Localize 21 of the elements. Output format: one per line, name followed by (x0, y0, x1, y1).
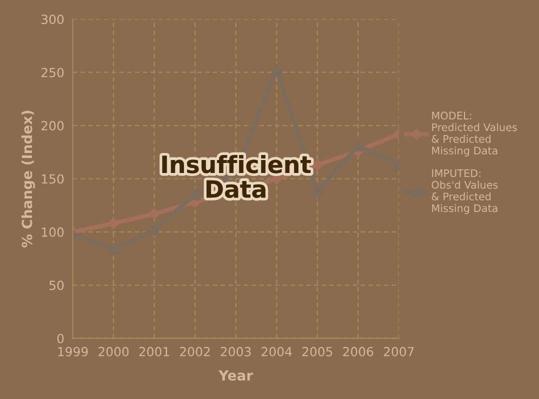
x-tick-label: 2000 (98, 346, 129, 356)
y-tick-label: 300 (42, 14, 64, 24)
x-tick-label: 2003 (220, 346, 251, 356)
x-tick-label: 2007 (384, 346, 414, 356)
legend-label: MODEL: Predicted Values & Predicted Missing Data (432, 112, 517, 157)
y-tick-label: 250 (41, 68, 64, 78)
x-tick-label: 2005 (302, 346, 332, 356)
x-axis-title: Year (218, 370, 253, 381)
y-tick-label: 0 (57, 334, 64, 344)
y-tick-label: 100 (42, 227, 64, 237)
x-tick-label: 2002 (180, 346, 210, 356)
x-tick-label: 2004 (262, 346, 292, 356)
x-tick-label: 2001 (139, 346, 170, 356)
y-tick-label: 150 (42, 174, 64, 184)
y-tick-label: 200 (41, 121, 64, 130)
y-axis-title: % Change (Index) (21, 110, 36, 248)
x-tick-label: 1999 (58, 346, 88, 356)
x-tick-label: 2006 (343, 346, 374, 356)
y-tick-label: 50 (49, 280, 64, 290)
legend-label: IMPUTED: Obs'd Values & Predicted Missing Data (432, 169, 498, 214)
annotation: Insufficient Data (162, 155, 311, 198)
